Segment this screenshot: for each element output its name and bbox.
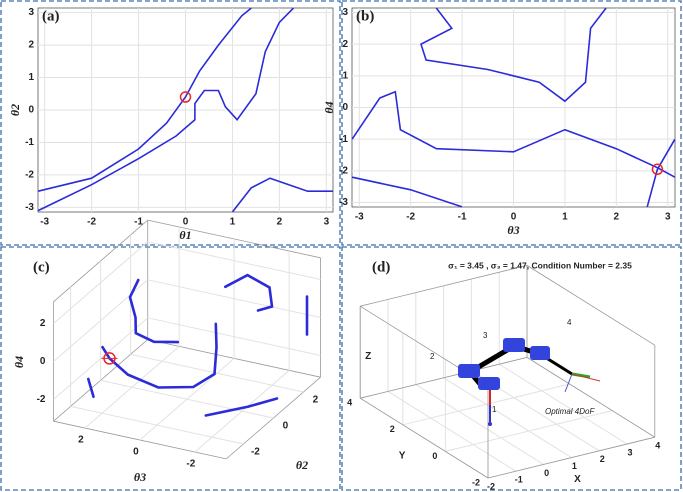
y-tick-label: 3 bbox=[28, 7, 34, 18]
joint-label: 4 bbox=[567, 318, 572, 327]
grid-line bbox=[444, 378, 572, 458]
x-tick-label: 0 bbox=[133, 447, 139, 458]
x-tick-label: 0 bbox=[544, 468, 549, 478]
axis-box bbox=[527, 265, 655, 345]
x-tick-label: -2 bbox=[186, 459, 195, 470]
annotation: Optimal 4DoF bbox=[545, 407, 595, 416]
x-tick-label: -3 bbox=[355, 212, 364, 223]
x-axis-label: θ3 bbox=[507, 223, 519, 237]
panel-label: (d) bbox=[372, 259, 390, 275]
x-tick-label: 3 bbox=[324, 217, 330, 228]
y-tick-label: -3 bbox=[25, 202, 34, 213]
y-tick-label: -2 bbox=[25, 170, 34, 181]
axis-box bbox=[488, 437, 655, 478]
x-tick-label: -2 bbox=[406, 212, 415, 223]
y-tick-label: -3 bbox=[339, 197, 348, 208]
x-tick-label: -3 bbox=[40, 217, 49, 228]
x-tick-label: -2 bbox=[87, 217, 96, 228]
y-axis-label: Y bbox=[399, 451, 406, 462]
y-tick-label: 0 bbox=[283, 421, 289, 432]
robot-joint bbox=[503, 338, 525, 352]
x-tick-label: 1 bbox=[230, 217, 236, 228]
x-axis-label: X bbox=[574, 474, 581, 485]
y-tick-label: -2 bbox=[251, 447, 260, 458]
y-tick-label: 2 bbox=[390, 424, 395, 434]
y-tick-label: 2 bbox=[342, 39, 348, 50]
z-tick-label: 2 bbox=[40, 318, 46, 329]
robot-joint bbox=[530, 346, 550, 360]
y-tick-label: 0 bbox=[432, 451, 437, 461]
panel-label: (b) bbox=[356, 8, 374, 24]
y-tick-label: 4 bbox=[347, 398, 352, 408]
panel-label: (c) bbox=[33, 259, 50, 275]
y-axis-label: θ2 bbox=[8, 104, 22, 116]
x-tick-label: 4 bbox=[655, 441, 660, 451]
axis-box bbox=[360, 398, 488, 478]
curve bbox=[206, 399, 277, 416]
x-tick-label: 0 bbox=[183, 217, 189, 228]
x-tick-label: 0 bbox=[511, 212, 517, 223]
x-tick-label: -2 bbox=[487, 481, 495, 491]
chart-title: σ₁ = 3.45 , σ₃ = 1.47, Condition Number … bbox=[448, 260, 632, 270]
y-tick-label: 2 bbox=[28, 40, 34, 51]
x-axis-label: θ3 bbox=[134, 470, 146, 484]
x-tick-label: -1 bbox=[134, 217, 143, 228]
grid-line bbox=[499, 364, 627, 444]
x-tick-label: 2 bbox=[277, 217, 283, 228]
x-tick-label: -1 bbox=[515, 475, 523, 485]
y-tick-label: -2 bbox=[339, 165, 348, 176]
grid-line bbox=[388, 391, 516, 471]
y-axis-label: θ4 bbox=[322, 101, 336, 113]
z-axis-label: θ4 bbox=[12, 356, 26, 368]
z-tick-label: 0 bbox=[40, 356, 46, 367]
x-tick-label: 1 bbox=[562, 212, 568, 223]
robot-joint bbox=[478, 377, 500, 390]
y-tick-label: 2 bbox=[313, 395, 319, 406]
x-tick-label: 2 bbox=[614, 212, 620, 223]
y-tick-label: 0 bbox=[342, 102, 348, 113]
x-tick-label: 1 bbox=[572, 461, 577, 471]
x-tick-label: -1 bbox=[458, 212, 467, 223]
y-tick-label: 1 bbox=[342, 70, 348, 81]
joint-label: 2 bbox=[430, 352, 435, 361]
x-axis-label: θ1 bbox=[179, 228, 191, 242]
y-tick-label: -1 bbox=[339, 134, 348, 145]
y-tick-label: 1 bbox=[28, 72, 34, 83]
y-tick-label: -2 bbox=[472, 477, 480, 487]
joint-label: 3 bbox=[483, 331, 488, 340]
robot-joint bbox=[458, 364, 480, 378]
figure: -3 -2 -1 0 1 2 3 -3 -2 -1 0 1 2 3 θ1 θ2 (a) -3 -2 -1 0 1 2 3 -3 -… bbox=[0, 0, 683, 492]
axis-box bbox=[527, 357, 655, 437]
y-tick-label: -1 bbox=[25, 137, 34, 148]
y-axis-label: θ2 bbox=[296, 458, 308, 472]
x-tick-label: 3 bbox=[665, 212, 671, 223]
x-tick-label: 2 bbox=[600, 454, 605, 464]
z-tick-label: -2 bbox=[37, 394, 46, 405]
curve bbox=[103, 324, 217, 388]
curve bbox=[88, 379, 93, 397]
robot-base-point bbox=[488, 422, 492, 426]
joint-label: 1 bbox=[492, 405, 497, 414]
panel-label: (a) bbox=[42, 8, 60, 24]
grid-line bbox=[403, 384, 570, 425]
y-tick-label: 3 bbox=[342, 7, 348, 18]
y-tick-label: 0 bbox=[28, 105, 34, 116]
grid-line bbox=[445, 411, 612, 452]
z-axis-label: Z bbox=[365, 351, 371, 362]
x-tick-label: 3 bbox=[627, 447, 632, 457]
x-tick-label: 2 bbox=[78, 435, 84, 446]
robot-frame bbox=[565, 374, 572, 392]
